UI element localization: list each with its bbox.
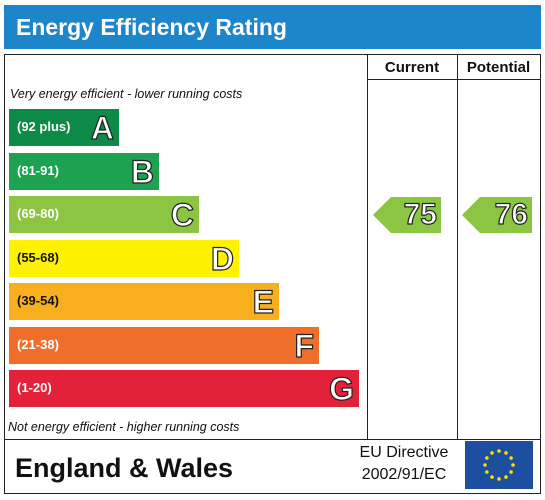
eu-directive: EU Directive 2002/91/EC	[345, 442, 463, 486]
band-letter: B	[130, 153, 154, 190]
band-a: (92 plus) A	[9, 109, 119, 147]
current-rating-arrow-value: 75	[403, 197, 438, 231]
current-rating-arrow: 75	[373, 197, 441, 233]
potential-rating-arrow: 76	[462, 197, 532, 233]
band-c: (69-80) C	[9, 196, 199, 234]
band-letter: G	[329, 370, 355, 407]
band-range-label: (21-38)	[17, 336, 59, 352]
band-range-label: (81-91)	[17, 162, 59, 178]
band-range-label: (92 plus)	[17, 119, 71, 134]
band-letter: C	[170, 196, 194, 233]
chart-header: Energy Efficiency Rating	[4, 5, 541, 49]
directive-line-1: EU Directive	[359, 444, 449, 461]
rating-frame: Current Potential Very energy efficient …	[4, 54, 541, 494]
eu-flag-icon	[465, 441, 533, 489]
current-column-header: Current	[384, 59, 440, 76]
band-range-label: (1-20)	[17, 380, 52, 395]
band-range-label: (55-68)	[17, 249, 59, 265]
band-g: (1-20) G	[9, 370, 359, 408]
band-range-label: (39-54)	[17, 293, 59, 308]
column-header-divider	[367, 79, 540, 80]
chart-title: Energy Efficiency Rating	[16, 14, 287, 40]
band-letter: D	[210, 240, 234, 277]
band-range-label: (69-80)	[17, 206, 59, 221]
band-letter: A	[90, 109, 114, 146]
bottom-note: Not energy efficient - higher running co…	[8, 420, 240, 434]
potential-column-divider	[457, 55, 458, 439]
current-column-divider	[367, 55, 368, 439]
band-letter: E	[252, 283, 275, 320]
band-d: (55-68) D	[9, 239, 239, 277]
band-b: (81-91) B	[9, 152, 159, 190]
band-e: (39-54) E	[9, 283, 279, 321]
footer-divider	[5, 439, 540, 440]
band-letter: F	[294, 327, 315, 364]
region-label: England & Wales	[15, 453, 234, 483]
potential-rating-arrow-value: 76	[494, 197, 529, 231]
potential-column-header: Potential	[466, 59, 531, 76]
directive-line-2: 2002/91/EC	[361, 466, 447, 483]
band-f: (21-38) F	[9, 326, 319, 364]
top-note: Very energy efficient - lower running co…	[10, 87, 243, 101]
